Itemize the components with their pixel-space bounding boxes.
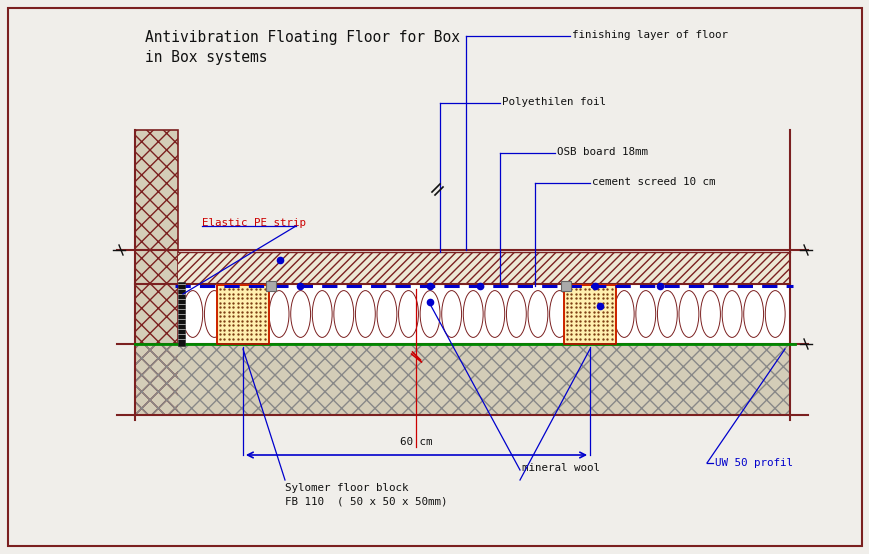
Bar [135,130,178,415]
Text: Elastic PE strip: Elastic PE strip [202,218,306,228]
Bar [178,282,185,346]
Text: UW 50 profil: UW 50 profil [714,458,792,468]
Text: finishing layer of floor: finishing layer of floor [571,30,727,40]
Ellipse shape [226,291,246,337]
Ellipse shape [312,291,332,337]
Ellipse shape [182,291,202,337]
Ellipse shape [269,291,289,337]
Bar [266,281,275,291]
Ellipse shape [635,291,655,337]
Bar [178,252,789,284]
Bar [135,344,789,415]
Text: Polyethilen foil: Polyethilen foil [501,97,606,107]
Ellipse shape [743,291,763,337]
Ellipse shape [463,291,482,337]
Text: 60 cm: 60 cm [400,437,432,447]
Ellipse shape [334,291,354,337]
Text: in Box systems: in Box systems [145,50,267,65]
Text: FB 110  ( 50 x 50 x 50mm): FB 110 ( 50 x 50 x 50mm) [285,497,447,507]
Bar [216,285,269,344]
Ellipse shape [398,291,418,337]
Ellipse shape [721,291,741,337]
Text: cement screed 10 cm: cement screed 10 cm [591,177,714,187]
Bar [561,281,570,291]
Ellipse shape [657,291,676,337]
Ellipse shape [355,291,375,337]
Ellipse shape [765,291,784,337]
Ellipse shape [506,291,526,337]
Ellipse shape [204,291,224,337]
Text: OSB board 18mm: OSB board 18mm [556,147,647,157]
Bar [135,130,178,415]
Bar [216,285,269,344]
Ellipse shape [527,291,547,337]
Ellipse shape [700,291,720,337]
Bar [563,285,615,344]
Ellipse shape [549,291,569,337]
Ellipse shape [248,291,267,337]
Text: Antivibration Floating Floor for Box: Antivibration Floating Floor for Box [145,30,460,45]
Ellipse shape [290,291,310,337]
Text: mineral wool: mineral wool [521,463,600,473]
Ellipse shape [441,291,461,337]
Bar [135,344,789,415]
Bar [563,285,615,344]
Text: Sylomer floor block: Sylomer floor block [285,483,408,493]
Ellipse shape [592,291,612,337]
Bar [178,284,789,344]
Ellipse shape [376,291,396,337]
Bar [178,252,789,284]
Ellipse shape [484,291,504,337]
Ellipse shape [678,291,698,337]
Ellipse shape [570,291,590,337]
Ellipse shape [420,291,440,337]
Ellipse shape [614,291,634,337]
